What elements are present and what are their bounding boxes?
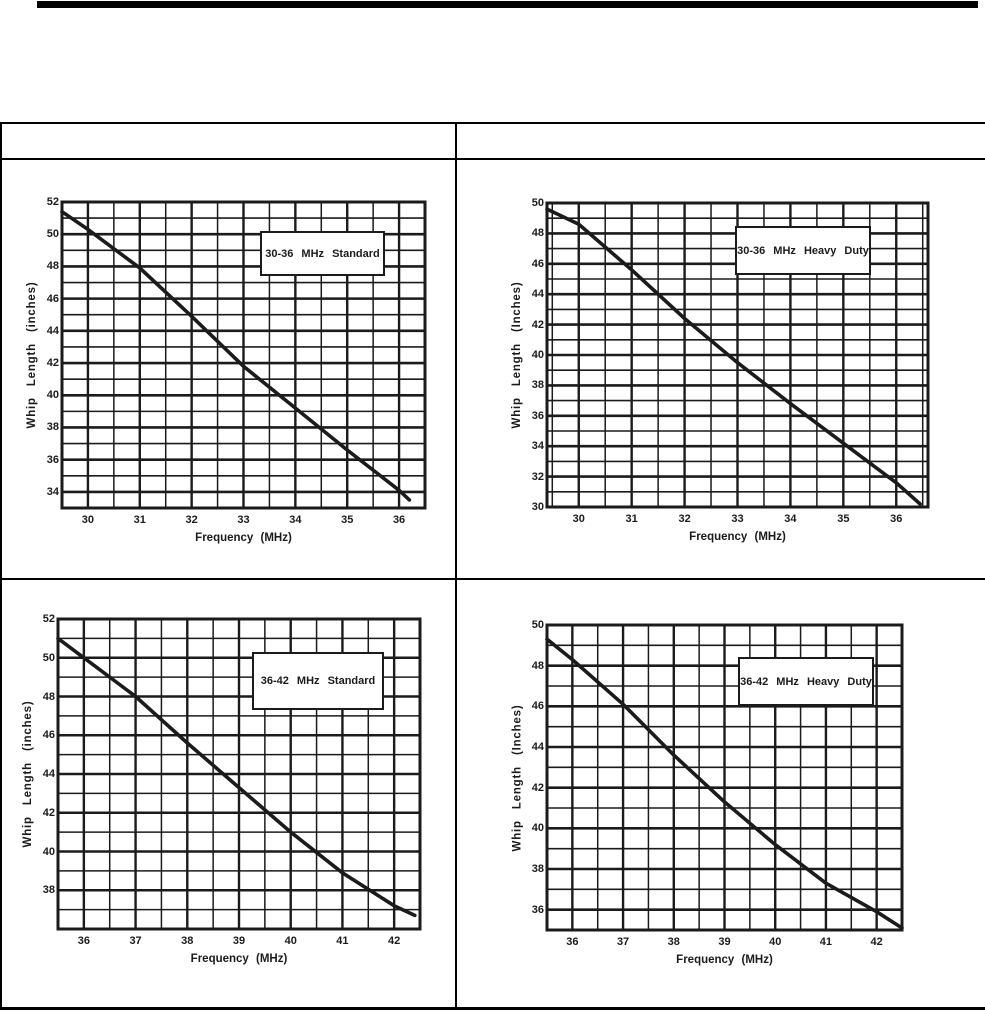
whip-length-data-line xyxy=(545,637,904,930)
chart-36-42-mhz-standard: 38 40 42 44 46 48 50 52 36 37 38 39 40 41 42 Frequency … xyxy=(2,580,455,1007)
chart-title-box: 30-36 MHz Standard xyxy=(260,231,385,276)
x-tick-label: 37 xyxy=(616,936,630,948)
x-tick-label: 32 xyxy=(678,513,691,525)
x-tick-label: 31 xyxy=(625,513,638,525)
chart-title-box: 36-42 MHz Standard xyxy=(252,652,384,710)
y-tick-label: 38 xyxy=(46,421,59,434)
x-tick-label: 30 xyxy=(572,513,585,525)
x-tick-label: 38 xyxy=(181,935,194,947)
x-tick-label: 36 xyxy=(566,936,579,948)
x-tick-label: 34 xyxy=(784,513,797,525)
chart-30-36-mhz-standard: 34 36 38 40 42 44 46 48 50 52 30 31 32 33 34 35 36 Freque… xyxy=(2,160,455,578)
x-tick-label: 41 xyxy=(819,936,833,948)
page-top-rule xyxy=(37,1,978,8)
y-tick-label: 38 xyxy=(42,884,55,897)
x-axis-label: Frequency (MHz) xyxy=(190,953,288,965)
y-tick-label: 38 xyxy=(531,379,544,392)
y-tick-label: 46 xyxy=(46,292,59,305)
table-header-divider xyxy=(0,158,985,160)
whip-length-data-line xyxy=(60,209,412,502)
y-tick-label: 50 xyxy=(42,651,55,664)
y-tick-label: 50 xyxy=(46,228,59,241)
whip-length-data-line xyxy=(56,636,417,918)
y-tick-label: 40 xyxy=(531,822,544,835)
y-axis-label: Whip Length (inches) xyxy=(26,281,38,429)
x-tick-label: 32 xyxy=(185,514,198,526)
y-tick-label: 50 xyxy=(531,619,544,631)
y-tick-label: 40 xyxy=(46,389,59,402)
plot-border xyxy=(545,201,930,509)
whip-length-data-line xyxy=(545,207,922,506)
y-tick-label: 44 xyxy=(531,741,544,753)
plot-border xyxy=(56,617,422,931)
x-axis-label: Frequency (MHz) xyxy=(689,531,786,543)
x-tick-label: 42 xyxy=(870,936,883,948)
y-tick-label: 30 xyxy=(531,501,544,513)
y-tick-label: 48 xyxy=(46,260,59,273)
plot-border xyxy=(60,200,427,510)
y-tick-label: 40 xyxy=(42,845,55,858)
table-row-divider xyxy=(0,578,985,580)
x-tick-label: 40 xyxy=(769,936,782,948)
y-tick-label: 48 xyxy=(531,227,544,240)
y-tick-label: 46 xyxy=(42,729,55,742)
chart-title-box: 36-42 MHz Heavy Duty xyxy=(738,657,874,706)
x-tick-label: 33 xyxy=(237,514,250,526)
x-tick-label: 36 xyxy=(392,514,406,526)
y-tick-label: 52 xyxy=(42,613,55,625)
x-tick-label: 40 xyxy=(284,935,297,947)
y-axis-label: Whip Length (Inches) xyxy=(511,704,523,851)
y-axis-label: Whip Length (inches) xyxy=(22,700,34,848)
x-tick-label: 42 xyxy=(388,935,401,947)
x-tick-label: 36 xyxy=(77,935,90,947)
y-tick-label: 44 xyxy=(46,324,59,337)
y-tick-label: 46 xyxy=(531,257,544,270)
y-tick-label: 34 xyxy=(531,440,544,453)
x-tick-label: 39 xyxy=(232,935,246,947)
chart-title-box: 30-36 MHz Heavy Duty xyxy=(735,226,871,275)
table-border-left xyxy=(0,122,2,1010)
x-axis-label: Frequency (MHz) xyxy=(676,954,773,966)
table-header-cell-right xyxy=(457,124,985,158)
y-tick-label: 48 xyxy=(42,690,55,703)
y-tick-label: 44 xyxy=(531,288,544,301)
y-tick-label: 42 xyxy=(531,781,544,794)
y-tick-label: 34 xyxy=(46,485,59,498)
chart-30-36-mhz-heavy-duty: 30 32 34 36 38 40 42 44 46 48 50 30 31 32 33 34 35 36 Freq… xyxy=(457,160,985,578)
x-tick-label: 38 xyxy=(667,936,680,948)
y-tick-label: 38 xyxy=(531,863,544,875)
x-tick-label: 33 xyxy=(731,513,744,525)
x-axis-label: Frequency (MHz) xyxy=(195,532,292,544)
y-tick-label: 32 xyxy=(531,470,544,483)
y-tick-label: 50 xyxy=(531,197,544,209)
y-tick-label: 46 xyxy=(531,700,544,713)
table-border-top xyxy=(0,122,985,124)
table-column-divider xyxy=(455,122,457,1010)
y-tick-label: 42 xyxy=(531,318,544,331)
x-tick-label: 31 xyxy=(133,514,146,526)
table-border-bottom xyxy=(0,1007,985,1010)
y-tick-label: 40 xyxy=(531,349,544,361)
x-tick-label: 36 xyxy=(890,513,903,525)
chart-36-42-mhz-heavy-duty: 36 38 40 42 44 46 48 50 36 37 38 39 40 41 42 Frequency … xyxy=(457,580,985,1007)
x-tick-label: 41 xyxy=(336,935,349,947)
y-tick-label: 42 xyxy=(46,357,59,370)
y-tick-label: 52 xyxy=(46,196,59,208)
y-tick-label: 36 xyxy=(46,453,59,466)
x-tick-label: 30 xyxy=(81,514,95,526)
y-tick-label: 48 xyxy=(531,659,544,672)
x-tick-label: 35 xyxy=(837,513,850,525)
plot-border xyxy=(545,623,904,932)
y-tick-label: 42 xyxy=(42,806,55,819)
y-tick-label: 36 xyxy=(531,903,544,916)
table-header-cell-left xyxy=(2,124,455,158)
y-axis-label: Whip Length (Inches) xyxy=(511,281,523,429)
x-tick-label: 37 xyxy=(129,935,142,947)
x-tick-label: 39 xyxy=(718,936,731,948)
y-tick-label: 44 xyxy=(42,768,55,780)
y-tick-label: 36 xyxy=(531,409,544,422)
x-tick-label: 35 xyxy=(341,514,354,526)
x-tick-label: 34 xyxy=(289,514,302,526)
